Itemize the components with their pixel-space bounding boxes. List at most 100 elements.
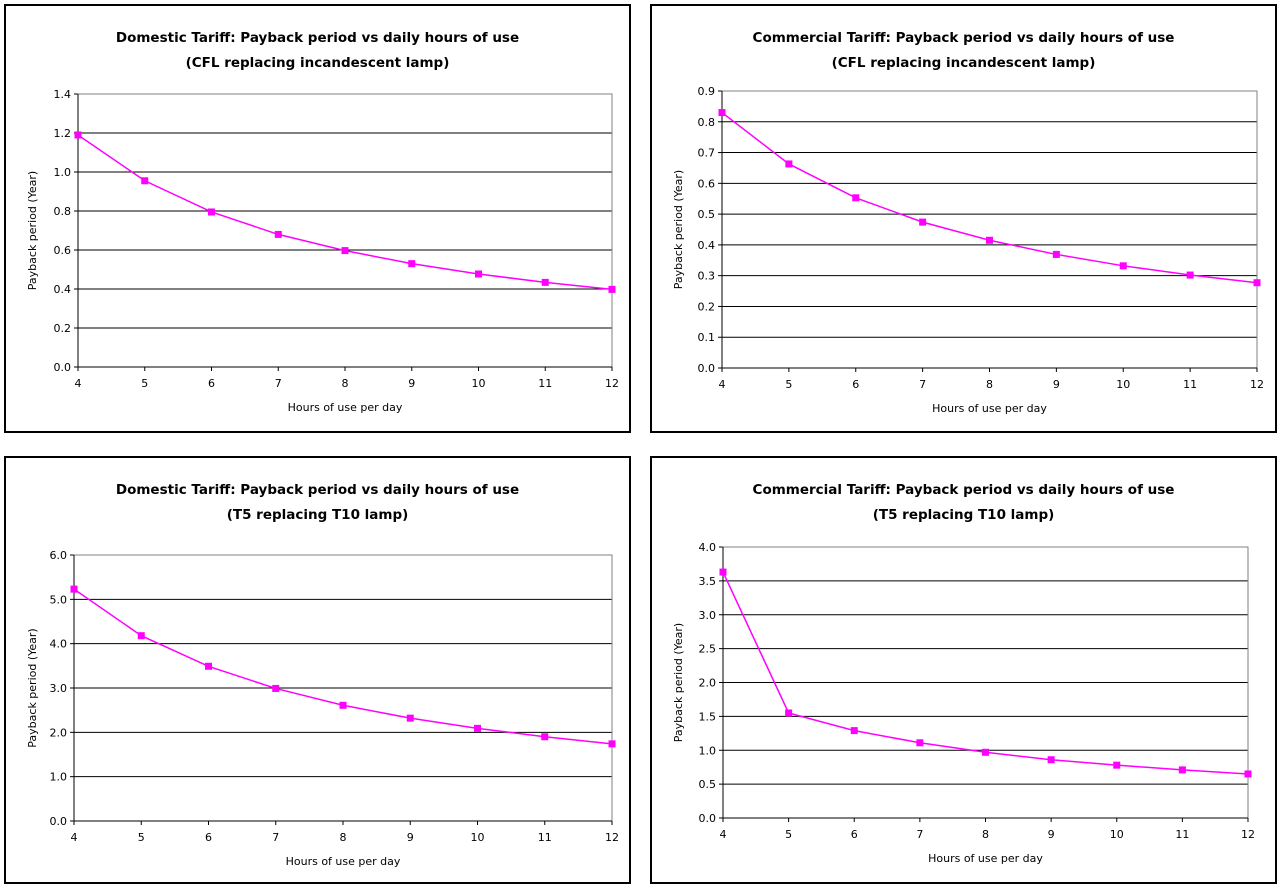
chart-svg: Domestic Tariff: Payback period vs daily… <box>26 482 619 868</box>
y-tick-label: 0.5 <box>698 208 716 221</box>
data-point <box>1113 761 1121 769</box>
y-tick-label: 0.4 <box>698 239 716 252</box>
data-point <box>541 733 549 741</box>
x-tick-label: 8 <box>340 831 347 844</box>
y-tick-label: 0.0 <box>54 361 72 374</box>
y-tick-label: 1.0 <box>50 771 68 784</box>
data-point <box>1052 250 1060 258</box>
data-point <box>785 160 793 168</box>
data-point <box>785 709 793 717</box>
y-tick-label: 1.0 <box>699 744 717 757</box>
y-tick-label: 1.5 <box>699 710 717 723</box>
chart-title: Commercial Tariff: Payback period vs dai… <box>753 30 1175 46</box>
chart-panel-domestic-cfl: Domestic Tariff: Payback period vs daily… <box>4 4 631 433</box>
y-tick-label: 0.9 <box>698 85 716 98</box>
data-point <box>1253 279 1261 287</box>
x-tick-label: 11 <box>538 831 552 844</box>
x-tick-label: 11 <box>538 377 552 390</box>
chart-subtitle: (CFL replacing incandescent lamp) <box>832 55 1096 71</box>
y-tick-label: 0.0 <box>50 815 68 828</box>
data-point <box>408 260 416 268</box>
x-tick-label: 6 <box>208 377 215 390</box>
data-point <box>718 109 726 117</box>
x-tick-label: 4 <box>719 378 726 391</box>
x-tick-label: 10 <box>472 377 486 390</box>
plot-area <box>721 90 1258 369</box>
y-tick-label: 4.0 <box>699 541 717 554</box>
y-tick-label: 2.0 <box>50 726 68 739</box>
data-point <box>719 568 727 576</box>
chart-title: Commercial Tariff: Payback period vs dai… <box>753 482 1175 498</box>
data-point <box>141 177 149 185</box>
data-point <box>1186 271 1194 279</box>
data-point <box>205 662 212 670</box>
x-tick-label: 4 <box>71 831 78 844</box>
x-tick-label: 6 <box>851 828 858 841</box>
x-tick-label: 10 <box>1110 828 1124 841</box>
y-tick-label: 0.3 <box>698 270 716 283</box>
series-line <box>722 571 1249 775</box>
y-tick-label: 0.1 <box>698 331 716 344</box>
data-point <box>339 701 347 709</box>
data-point <box>1244 770 1252 778</box>
chart-title: Domestic Tariff: Payback period vs daily… <box>116 30 519 46</box>
series-line <box>73 588 613 745</box>
data-point <box>137 632 145 640</box>
data-point <box>852 194 860 202</box>
y-tick-label: 1.2 <box>54 127 72 140</box>
data-point <box>541 278 549 286</box>
y-tick-label: 0.8 <box>698 116 716 129</box>
x-tick-label: 7 <box>919 378 926 391</box>
series-line <box>721 111 1258 284</box>
y-tick-label: 0.2 <box>698 300 716 313</box>
y-tick-label: 0.7 <box>698 147 716 160</box>
x-axis-label: Hours of use per day <box>928 852 1043 865</box>
data-point <box>850 727 858 735</box>
y-tick-label: 3.0 <box>699 609 717 622</box>
x-tick-label: 12 <box>605 831 619 844</box>
y-tick-label: 0.6 <box>698 177 716 190</box>
x-tick-label: 10 <box>1116 378 1130 391</box>
x-tick-label: 6 <box>205 831 212 844</box>
y-tick-label: 0.8 <box>54 205 72 218</box>
y-axis-label: Payback period (Year) <box>672 623 685 742</box>
data-point <box>982 748 989 756</box>
x-tick-label: 4 <box>75 377 82 390</box>
x-tick-label: 12 <box>605 377 619 390</box>
x-tick-label: 9 <box>407 831 414 844</box>
data-point <box>208 208 215 216</box>
x-tick-label: 7 <box>275 377 282 390</box>
data-point <box>274 230 282 238</box>
x-tick-label: 5 <box>785 378 792 391</box>
x-tick-label: 5 <box>785 828 792 841</box>
plot-area <box>77 93 613 368</box>
data-point <box>70 585 78 593</box>
x-tick-label: 7 <box>272 831 279 844</box>
x-axis-label: Hours of use per day <box>286 855 401 868</box>
x-tick-label: 11 <box>1175 828 1189 841</box>
y-tick-label: 3.0 <box>50 682 68 695</box>
y-tick-label: 2.5 <box>699 643 717 656</box>
x-tick-label: 8 <box>342 377 349 390</box>
data-point <box>1178 766 1186 774</box>
chart-svg: Domestic Tariff: Payback period vs daily… <box>26 30 619 414</box>
chart-panel-commercial-cfl: Commercial Tariff: Payback period vs dai… <box>650 4 1277 433</box>
data-point <box>986 236 993 244</box>
data-point <box>1119 262 1127 270</box>
x-tick-label: 6 <box>852 378 859 391</box>
y-tick-label: 2.0 <box>699 677 717 690</box>
y-tick-label: 1.0 <box>54 166 72 179</box>
y-tick-label: 4.0 <box>50 638 68 651</box>
x-tick-label: 11 <box>1183 378 1197 391</box>
x-axis-label: Hours of use per day <box>932 402 1047 415</box>
chart-panel-commercial-t5: Commercial Tariff: Payback period vs dai… <box>650 456 1277 884</box>
y-axis-label: Payback period (Year) <box>672 170 685 289</box>
chart-subtitle: (T5 replacing T10 lamp) <box>873 507 1055 523</box>
y-tick-label: 3.5 <box>699 575 717 588</box>
data-point <box>474 724 481 732</box>
y-tick-label: 0.0 <box>699 812 717 825</box>
data-point <box>608 285 616 293</box>
y-tick-label: 1.4 <box>54 88 72 101</box>
y-tick-label: 5.0 <box>50 593 68 606</box>
x-tick-label: 8 <box>986 378 993 391</box>
